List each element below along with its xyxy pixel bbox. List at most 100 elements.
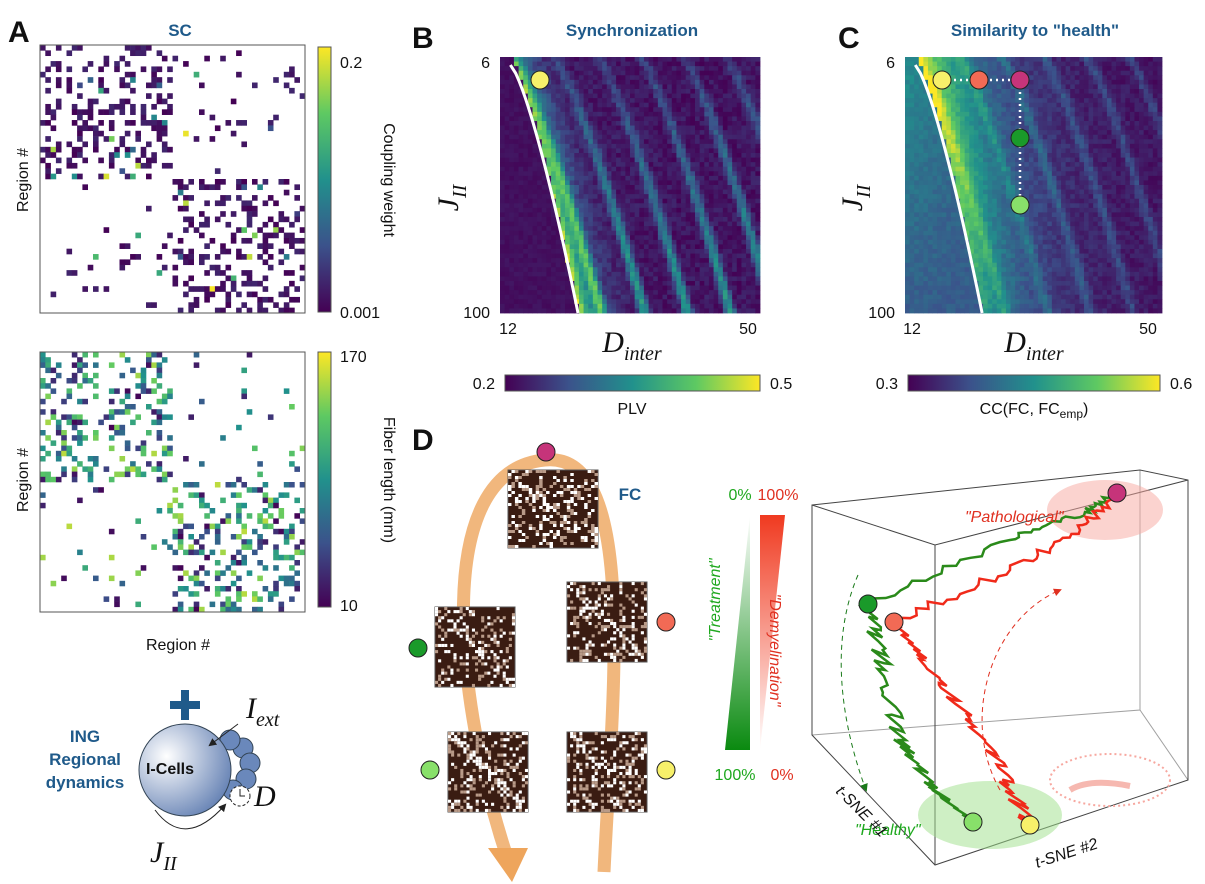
heat-cell (741, 249, 747, 254)
matrix-cell (98, 487, 104, 493)
heat-cell (602, 267, 608, 273)
heat-cell (1028, 75, 1034, 81)
heat-cell (695, 207, 701, 213)
heat-cell (1051, 102, 1057, 108)
heat-cell (704, 276, 710, 282)
heat-cell (755, 258, 761, 264)
matrix-cell (66, 248, 73, 255)
heat-cell (755, 299, 761, 305)
heat-cell (639, 253, 645, 259)
heat-cell (625, 148, 631, 154)
heat-cell (676, 70, 682, 76)
heat-cell (574, 98, 580, 104)
heat-cell (606, 281, 612, 286)
heat-cell (616, 116, 622, 122)
heat-cell (639, 98, 645, 104)
matrix-cell (40, 120, 46, 126)
heat-cell (996, 111, 1002, 117)
heat-cell (634, 198, 640, 204)
heat-cell (620, 148, 626, 154)
matrix-cell (246, 216, 253, 223)
heat-cell (611, 230, 617, 236)
heat-cell (699, 57, 705, 62)
heat-cell (1102, 57, 1108, 62)
heat-cell (732, 180, 738, 186)
heat-cell (932, 66, 938, 72)
heat-cell (736, 267, 742, 273)
heat-cell (537, 303, 543, 309)
heat-cell (973, 102, 979, 108)
heat-cell (592, 166, 598, 172)
heat-cell (509, 276, 515, 282)
heat-cell (718, 134, 724, 140)
heat-cell (565, 203, 571, 209)
heat-cell (681, 303, 687, 309)
heat-cell (736, 102, 742, 108)
matrix-cell (246, 307, 253, 314)
colorbar (317, 46, 332, 313)
heat-cell (500, 226, 506, 232)
heat-cell (662, 89, 668, 94)
matrix-cell (188, 534, 194, 540)
heat-cell (643, 61, 649, 67)
heat-cell (681, 61, 687, 67)
heat-cell (983, 61, 989, 67)
heat-cell (532, 203, 538, 209)
heat-cell (630, 111, 636, 117)
heat-cell (625, 221, 631, 227)
matrix-cell (246, 205, 253, 212)
heat-cell (509, 75, 515, 81)
heat-cell (620, 166, 626, 172)
matrix-cell (188, 414, 194, 420)
matrix-cell (45, 383, 51, 389)
heat-cell (625, 244, 631, 250)
heat-cell (736, 221, 742, 227)
matrix-cell (77, 497, 83, 504)
colorbar-label: PLV (617, 401, 646, 418)
heat-cell (1074, 89, 1080, 94)
matrix-cell (273, 302, 279, 308)
matrix-cell (50, 580, 57, 587)
heat-cell (518, 121, 524, 126)
heat-cell (639, 267, 645, 273)
heat-cell (681, 226, 687, 232)
heat-cell (504, 249, 510, 254)
heat-cell (746, 171, 752, 177)
matrix-cell (188, 259, 194, 266)
heat-cell (964, 79, 970, 85)
heat-cell (755, 235, 761, 241)
matrix-cell (119, 259, 126, 266)
matrix-cell (172, 487, 179, 493)
heat-cell (996, 79, 1002, 85)
heat-cell (523, 143, 529, 149)
heat-cell (509, 221, 515, 227)
matrix-cell (119, 424, 126, 431)
heat-cell (992, 66, 998, 72)
heat-cell (523, 166, 529, 172)
heat-cell (602, 226, 608, 232)
heat-cell (634, 75, 640, 81)
heat-cell (648, 79, 654, 85)
heat-cell (597, 121, 603, 126)
matrix-cell (124, 357, 131, 363)
matrix-cell (188, 492, 194, 498)
heat-cell (1010, 102, 1016, 108)
heat-cell (1120, 102, 1126, 108)
heat-cell (690, 230, 696, 236)
heat-cell (653, 262, 659, 268)
heat-cell (973, 116, 979, 122)
heat-cell (639, 84, 645, 90)
heat-cell (955, 75, 961, 81)
heat-cell (625, 239, 631, 245)
matrix-cell (283, 189, 290, 196)
matrix-cell (66, 50, 73, 57)
heat-cell (606, 253, 612, 259)
heat-cell (532, 185, 538, 190)
heat-cell (950, 75, 956, 81)
heat-cell (708, 303, 714, 309)
heat-cell (727, 148, 733, 154)
matrix-cell (183, 259, 189, 266)
heat-cell (602, 70, 608, 76)
matrix-cell (119, 77, 126, 83)
heat-cell (941, 93, 947, 99)
